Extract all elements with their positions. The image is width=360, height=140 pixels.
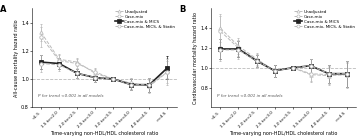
Text: A: A <box>0 4 7 14</box>
Y-axis label: All-cause mortality hazard ratio: All-cause mortality hazard ratio <box>14 19 19 97</box>
Y-axis label: Cardiovascular mortality hazard ratio: Cardiovascular mortality hazard ratio <box>193 12 198 104</box>
Text: P for trend <0.001 in all models: P for trend <0.001 in all models <box>38 94 103 98</box>
Text: B: B <box>180 4 186 14</box>
Text: P for trend <0.001 in all models: P for trend <0.001 in all models <box>217 94 283 98</box>
X-axis label: Time-varying non-HDL/HDL cholesterol ratio: Time-varying non-HDL/HDL cholesterol rat… <box>229 131 338 136</box>
X-axis label: Time-varying non-HDL/HDL cholesterol ratio: Time-varying non-HDL/HDL cholesterol rat… <box>50 131 158 136</box>
Legend: Unadjusted, Case-mix, Case-mix & MICS, Case-mix, MICS, & Statin: Unadjusted, Case-mix, Case-mix & MICS, C… <box>294 9 355 29</box>
Legend: Unadjusted, Case-mix, Case-mix & MICS, Case-mix, MICS, & Statin: Unadjusted, Case-mix, Case-mix & MICS, C… <box>115 9 176 29</box>
